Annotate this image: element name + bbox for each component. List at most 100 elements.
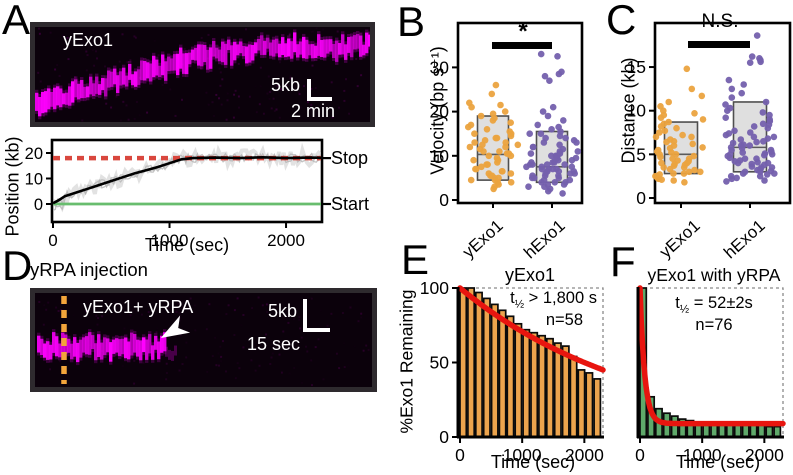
kymo-noise	[234, 377, 237, 380]
panel-letter-a: A	[2, 0, 31, 43]
kymo-noise	[161, 84, 164, 87]
scale-label-5kb-d: 5kb	[267, 301, 297, 321]
data-point-yExo1	[470, 156, 477, 164]
kymo-noise	[42, 323, 45, 326]
data-point-yExo1	[656, 171, 663, 178]
kymo-noise	[121, 33, 124, 36]
kymo-trace	[212, 41, 216, 57]
fit-curve	[637, 285, 786, 427]
velocity-plot: 0 10 20 30	[430, 21, 584, 210]
kymo-noise	[115, 95, 118, 98]
kymo-noise	[301, 382, 303, 384]
kymo-trace	[157, 341, 161, 360]
scalebar-vertical-d	[303, 299, 307, 332]
kymo-trace	[77, 83, 81, 100]
data-point-yExo1	[661, 127, 669, 135]
kymo-noise	[37, 71, 40, 74]
kymo-noise	[220, 360, 222, 362]
kymo-noise	[367, 348, 370, 351]
kymo-noise	[365, 344, 368, 347]
kymo-noise	[49, 31, 52, 34]
kymo-noise	[251, 307, 254, 310]
data-point-yExo1	[658, 159, 665, 167]
kymo-noise	[133, 359, 136, 362]
kymo-trace	[182, 53, 186, 74]
kymo-trace	[227, 39, 231, 50]
kymo-trace	[248, 44, 252, 63]
kymo-noise	[185, 356, 188, 359]
data-point-yExo1	[665, 118, 672, 126]
data-point-hExo1	[753, 138, 760, 146]
data-point-hExo1	[736, 157, 744, 164]
data-point-yExo1	[688, 133, 695, 141]
kymo-noise	[310, 296, 312, 298]
kymo-noise	[62, 34, 65, 37]
kymo-trace	[106, 338, 110, 353]
plot-a-content	[53, 142, 321, 213]
data-point-yExo1	[507, 179, 515, 186]
kymo-noise	[343, 99, 346, 102]
kymo-noise	[225, 313, 228, 316]
x-tick-label: 1000	[683, 445, 722, 465]
kymo-noise	[288, 33, 291, 36]
kymo-trace	[56, 86, 60, 106]
box-hExo1	[535, 130, 569, 184]
kymo-noise	[165, 362, 168, 365]
kymo-noise	[95, 314, 98, 317]
kymo-noise	[129, 314, 132, 317]
kymo-noise	[200, 36, 203, 39]
data-point-hExo1	[566, 176, 574, 184]
kymo-noise	[311, 64, 314, 67]
data-point-hExo1	[738, 89, 745, 97]
data-point-hExo1	[544, 112, 552, 120]
kymo-noise	[245, 28, 247, 31]
y-tick-label: 10	[627, 101, 647, 121]
kymo-trace	[137, 69, 141, 85]
kymo-trace	[134, 71, 138, 87]
kymo-noise	[257, 296, 260, 299]
kymo-trace	[311, 44, 315, 59]
kymo-noise	[60, 309, 63, 312]
kymo-noise	[156, 327, 158, 329]
kymo-trace	[263, 40, 267, 55]
kymo-trace	[353, 35, 357, 50]
kymo-noise	[194, 304, 196, 306]
kymo-noise	[207, 103, 210, 106]
kymo-noise	[38, 27, 40, 30]
data-point-yExo1	[496, 148, 503, 155]
kymo-noise	[81, 119, 84, 122]
kymo-trace	[65, 92, 69, 105]
kymo-noise	[240, 324, 242, 326]
kymo-noise	[349, 306, 352, 309]
data-point-hExo1	[529, 143, 537, 151]
kymo-noise	[38, 32, 41, 35]
kymo-trace	[50, 92, 54, 107]
kymo-trace	[98, 84, 102, 95]
data-point-hExo1	[725, 130, 733, 137]
kymo-noise	[237, 95, 240, 98]
kymo-trace	[209, 47, 213, 69]
data-point-hExo1	[525, 183, 532, 190]
kymo-trace	[163, 332, 167, 352]
data-point-yExo1	[699, 116, 707, 123]
kymo-noise	[85, 310, 88, 313]
kymo-trace	[167, 56, 171, 72]
kymo-noise	[218, 364, 220, 367]
kymo-trace	[107, 70, 111, 88]
kymo-trace	[148, 334, 152, 354]
kymo-noise	[360, 312, 363, 315]
thalf-post-f: = 52±2s	[689, 294, 753, 312]
kymo-noise	[330, 81, 333, 84]
kymo-noise	[39, 80, 42, 83]
kymo-trace	[70, 343, 74, 360]
data-point-yExo1	[497, 101, 504, 109]
data-point-hExo1	[537, 50, 545, 58]
kymo-trace	[326, 39, 330, 54]
kymo-trace	[317, 34, 321, 56]
kymo-noise	[58, 360, 61, 363]
kymo-noise	[359, 32, 362, 35]
x-tick-label: 1000	[503, 445, 542, 465]
kymo-trace	[121, 338, 125, 355]
data-point-yExo1	[691, 110, 698, 117]
kymo-trace	[176, 53, 180, 76]
